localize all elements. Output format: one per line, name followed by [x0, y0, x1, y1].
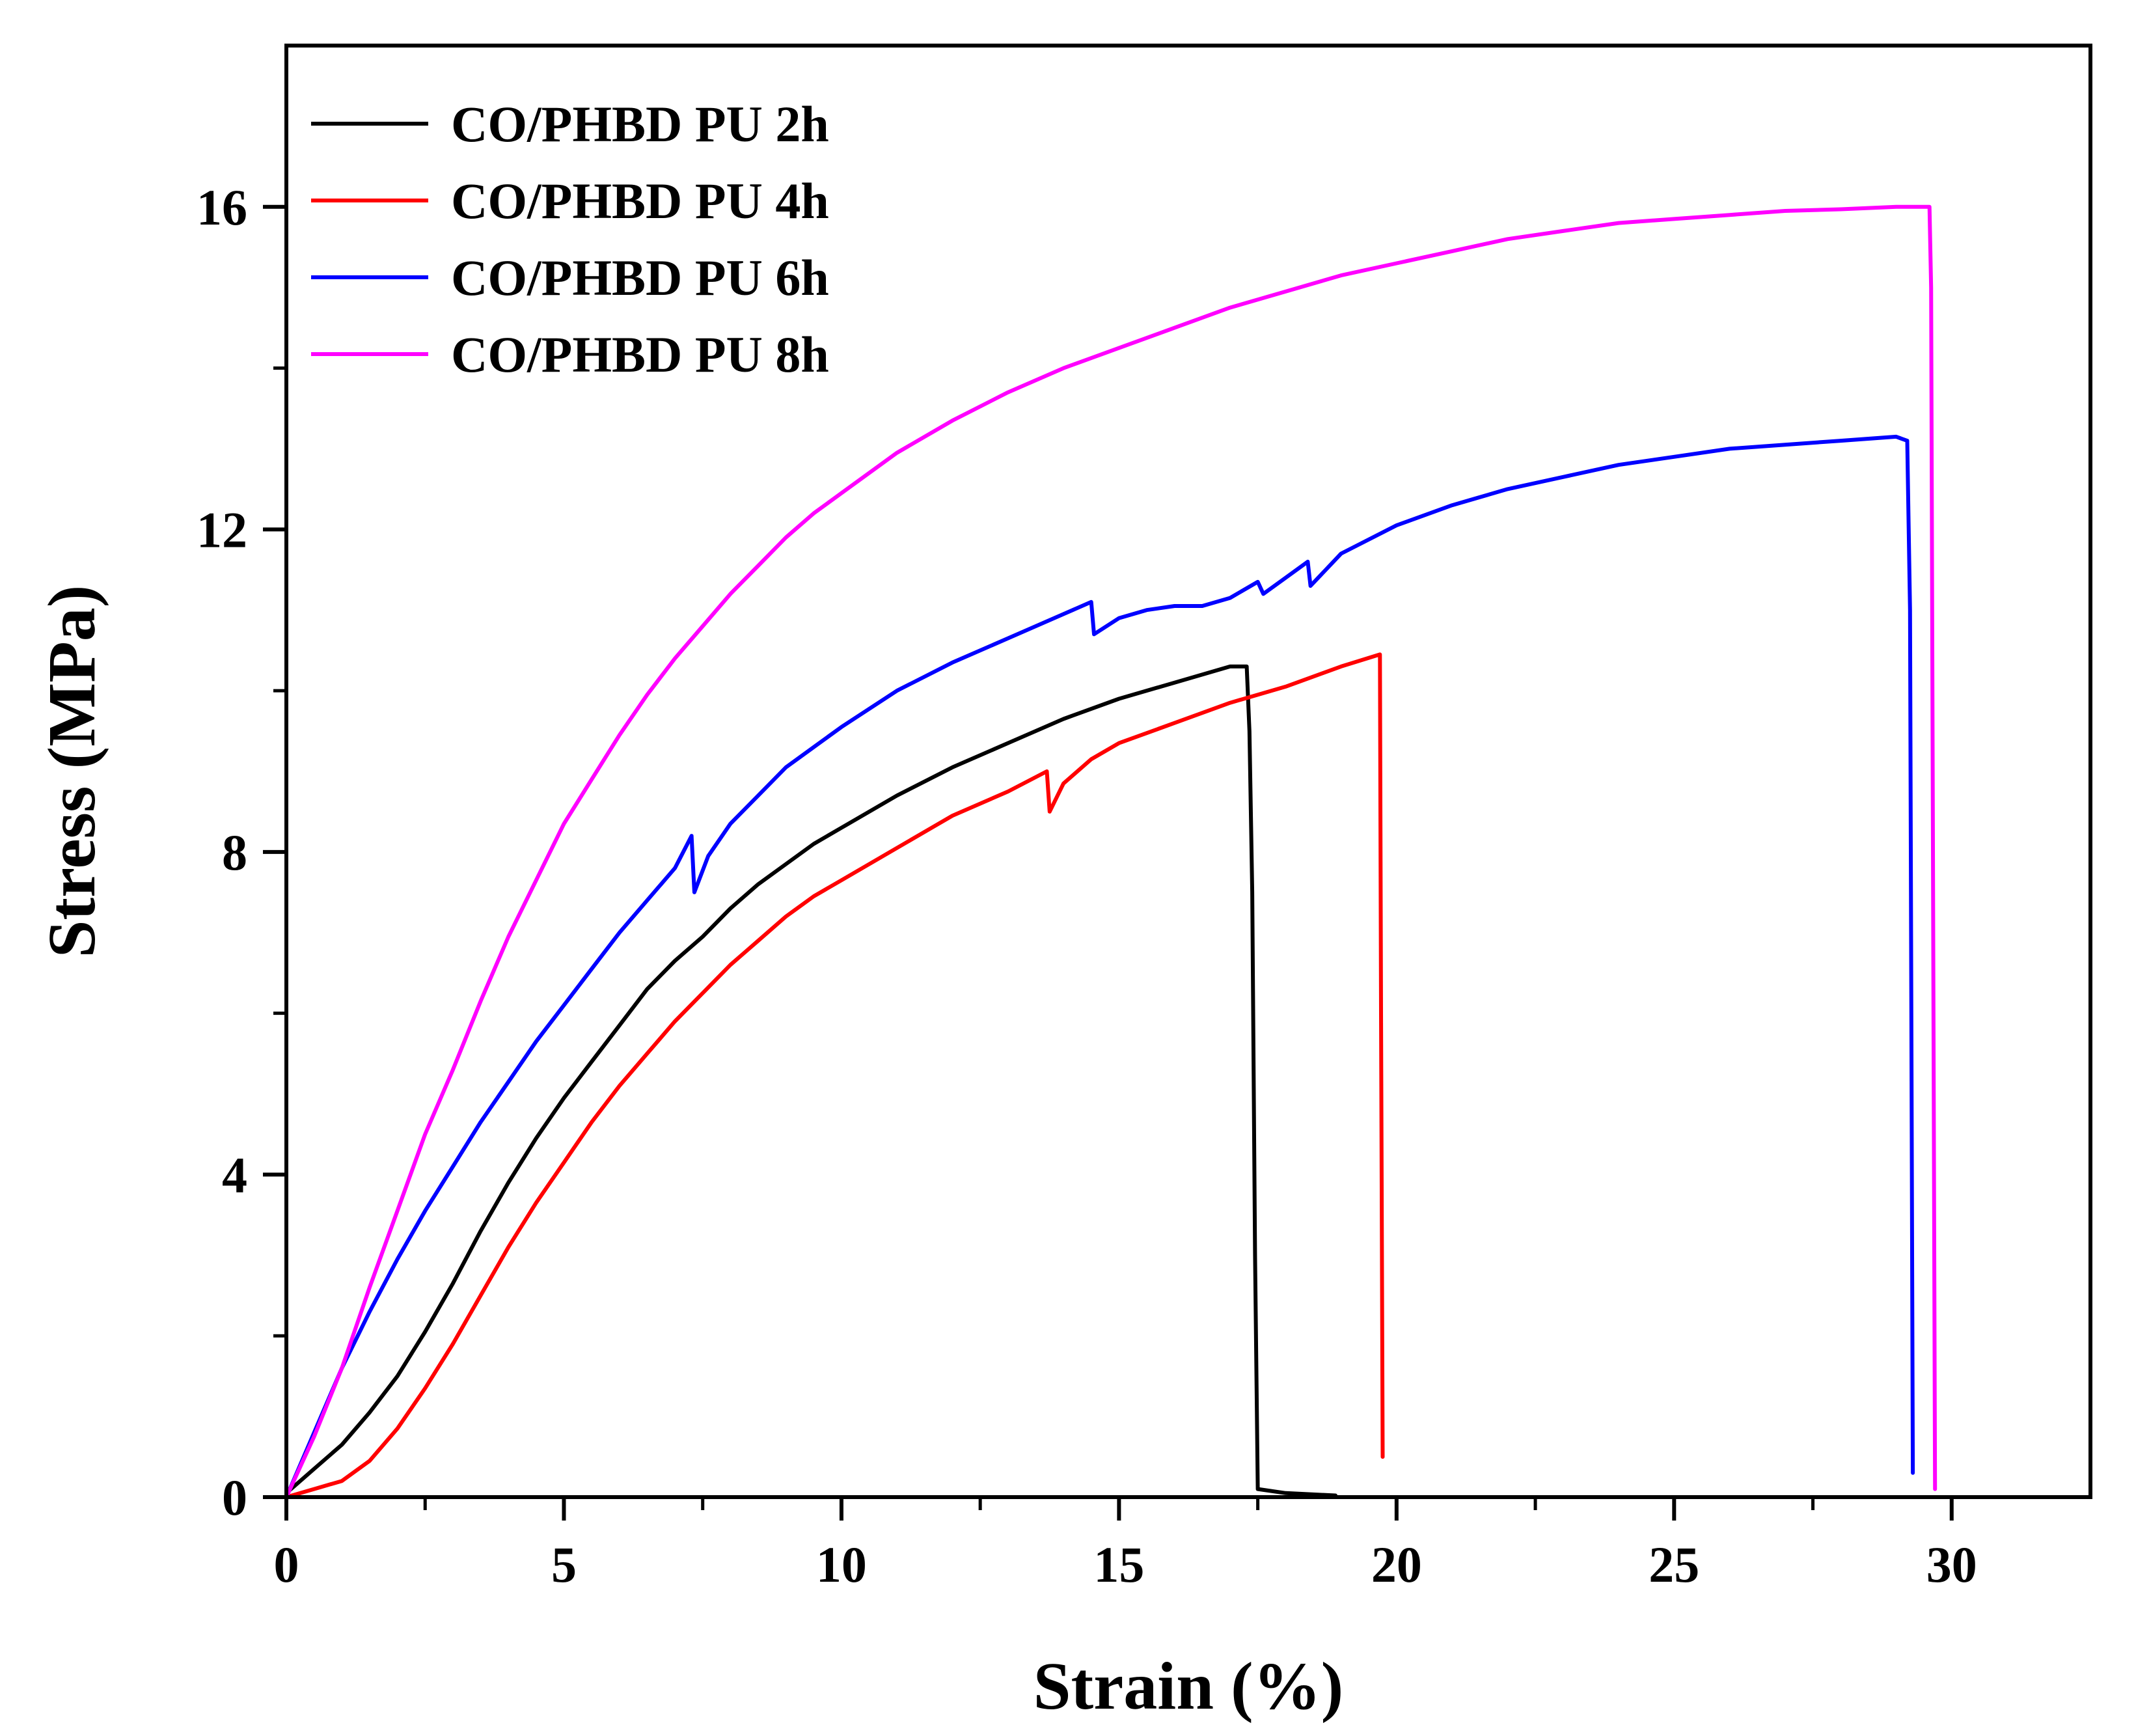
- y-axis-title: Stress (MPa): [34, 585, 109, 958]
- legend-label-4: CO/PHBD PU 8h: [451, 326, 829, 383]
- y-tick-label: 4: [222, 1146, 247, 1203]
- legend-label-3: CO/PHBD PU 6h: [451, 249, 829, 306]
- y-tick-label: 0: [222, 1469, 247, 1526]
- x-tick-label: 0: [274, 1536, 299, 1593]
- legend-label-1: CO/PHBD PU 2h: [451, 96, 829, 152]
- ticks-layer: 0 5 10 15 20 25 30 0 4 8 12 16: [197, 179, 1977, 1593]
- x-tick-label: 15: [1093, 1536, 1144, 1593]
- series-line-4: [284, 204, 1937, 1499]
- legend-label-2: CO/PHBD PU 4h: [451, 172, 829, 229]
- y-tick-label: 12: [197, 501, 247, 558]
- x-tick-label: 5: [551, 1536, 577, 1593]
- series-layer: [284, 204, 1937, 1499]
- x-tick-label: 10: [816, 1536, 867, 1593]
- x-tick-label: 30: [1926, 1536, 1977, 1593]
- series-line-2: [284, 652, 1385, 1499]
- y-tick-label: 8: [222, 824, 247, 881]
- plot-frame: [284, 44, 2092, 1499]
- series-line-1: [284, 664, 1337, 1498]
- x-tick-label: 25: [1649, 1536, 1699, 1593]
- x-tick-label: 20: [1371, 1536, 1422, 1593]
- x-axis-title: Strain (%): [1034, 1649, 1344, 1724]
- series-line-3: [284, 434, 1915, 1499]
- legend: CO/PHBD PU 2h CO/PHBD PU 4h CO/PHBD PU 6h C…: [311, 96, 829, 383]
- y-tick-label: 16: [197, 179, 247, 236]
